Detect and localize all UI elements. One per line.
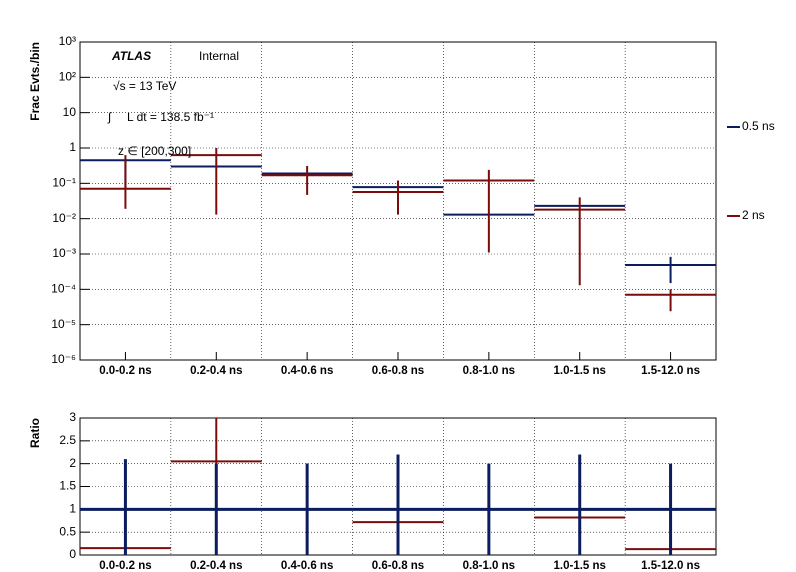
legend-label: 0.5 ns xyxy=(742,119,775,133)
y-tick-label: 10⁻¹ xyxy=(52,176,76,190)
y-tick-label: 10⁻⁵ xyxy=(51,317,76,331)
y-tick-label: 10³ xyxy=(59,34,76,48)
x-tick-label: 0.0-0.2 ns xyxy=(99,365,151,377)
y-tick-label: 10⁻⁶ xyxy=(51,352,76,366)
y-axis-label: Ratio xyxy=(28,418,42,448)
annotation: ∫ xyxy=(107,110,112,124)
x-tick-label: 0.6-0.8 ns xyxy=(372,365,424,377)
x-tick-label: 1.5-12.0 ns xyxy=(641,365,700,377)
x-tick-label: 1.0-1.5 ns xyxy=(554,365,606,377)
y-tick-label: 0.5 xyxy=(59,524,76,538)
x-tick-label: 0.2-0.4 ns xyxy=(190,560,242,572)
annotation: z ∈ [200,300] xyxy=(118,144,191,158)
annotation: L dt = 138.5 fb⁻¹ xyxy=(127,110,214,124)
x-tick-label: 0.2-0.4 ns xyxy=(190,365,242,377)
y-tick-label: 2 xyxy=(69,456,76,470)
x-tick-label: 1.5-12.0 ns xyxy=(641,560,700,572)
y-tick-label: 3 xyxy=(69,410,76,424)
x-tick-label: 0.6-0.8 ns xyxy=(372,560,424,572)
y-tick-label: 0 xyxy=(69,547,76,561)
y-tick-label: 2.5 xyxy=(59,433,76,447)
annotation: √s = 13 TeV xyxy=(113,79,176,93)
y-tick-label: 10⁻⁴ xyxy=(51,282,76,296)
x-tick-label: 0.8-1.0 ns xyxy=(463,365,515,377)
x-tick-label: 0.4-0.6 ns xyxy=(281,365,333,377)
x-tick-label: 0.4-0.6 ns xyxy=(281,560,333,572)
x-tick-label: 0.0-0.2 ns xyxy=(99,560,151,572)
x-tick-label: 1.0-1.5 ns xyxy=(554,560,606,572)
x-tick-label: 0.8-1.0 ns xyxy=(463,560,515,572)
y-tick-label: 1 xyxy=(69,140,76,154)
y-tick-label: 10⁻³ xyxy=(52,246,76,260)
y-tick-label: 1 xyxy=(69,502,76,516)
annotation: ATLAS xyxy=(111,49,151,63)
y-tick-label: 10² xyxy=(59,70,76,84)
y-tick-label: 10⁻² xyxy=(52,211,76,225)
y-tick-label: 1.5 xyxy=(59,479,76,493)
legend-label: 2 ns xyxy=(742,208,765,222)
annotation: Internal xyxy=(199,49,239,63)
y-axis-label: Frac Evts./bin xyxy=(28,42,42,121)
y-tick-label: 10 xyxy=(63,105,77,119)
